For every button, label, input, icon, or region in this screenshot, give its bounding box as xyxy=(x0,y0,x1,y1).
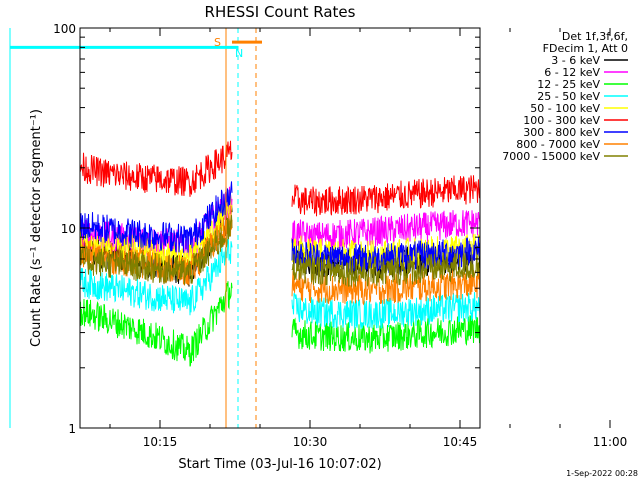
legend-entry-label-7: 300 - 800 keV xyxy=(523,126,600,139)
series-line-7-segment-1 xyxy=(80,181,233,253)
legend-entry-label-9: 7000 - 15000 keV xyxy=(502,150,600,163)
series-line-6-segment-1 xyxy=(80,140,233,197)
legend-entry-label-5: 50 - 100 keV xyxy=(530,102,600,115)
legend-entry-label-8: 800 - 7000 keV xyxy=(516,138,600,151)
flag-label-1: S xyxy=(214,36,221,49)
legend-entry-label-1: 3 - 6 keV xyxy=(551,54,600,67)
chart-title: RHESSI Count Rates xyxy=(205,3,356,21)
series-line-8-segment-2 xyxy=(291,268,480,306)
legend-entry-label-4: 25 - 50 keV xyxy=(537,90,600,103)
legend-entry-label-2: 6 - 12 keV xyxy=(544,66,600,79)
x-tick-label-2: 10:30 xyxy=(293,435,328,449)
legend: Det 1f,3f,6f, FDecim 1, Att 0 3 - 6 keV6… xyxy=(502,30,628,163)
series-line-2-segment-2 xyxy=(291,209,480,252)
annotation-layer: SNF xyxy=(9,28,262,428)
y-axis-label: Count Rate (s⁻¹ detector segment⁻¹) xyxy=(29,109,44,347)
legend-entry-label-6: 100 - 300 keV xyxy=(523,114,600,127)
series-line-6-segment-2 xyxy=(291,175,480,217)
flag-label-2: N xyxy=(235,47,243,60)
y-tick-label-2: 10 xyxy=(61,222,76,236)
series-line-3-segment-2 xyxy=(291,315,480,354)
x-tick-label-3: 10:45 xyxy=(443,435,478,449)
series-line-3-segment-1 xyxy=(80,281,233,367)
timestamp: 1-Sep-2022 00:28 xyxy=(566,469,638,478)
series-line-4-segment-1 xyxy=(80,239,233,316)
x-axis-label: Start Time (03-Jul-16 10:07:02) xyxy=(178,457,381,472)
legend-entry-label-3: 12 - 25 keV xyxy=(537,78,600,91)
x-tick-label-1: 10:15 xyxy=(143,435,178,449)
series-line-9-segment-2 xyxy=(291,252,480,287)
y-tick-label-1: 1 xyxy=(68,422,76,436)
legend-header-line-2: FDecim 1, Att 0 xyxy=(543,42,628,55)
x-tick-label-4: 11:00 xyxy=(593,435,628,449)
y-tick-label-3: 100 xyxy=(53,22,76,36)
legend-header-line-1: Det 1f,3f,6f, xyxy=(562,30,628,43)
y-axis: 1 10 100 xyxy=(53,22,480,436)
series-line-9-segment-1 xyxy=(80,215,233,285)
series-line-7-segment-2 xyxy=(291,236,480,274)
series-layer xyxy=(80,140,480,367)
series-line-4-segment-2 xyxy=(291,292,480,330)
